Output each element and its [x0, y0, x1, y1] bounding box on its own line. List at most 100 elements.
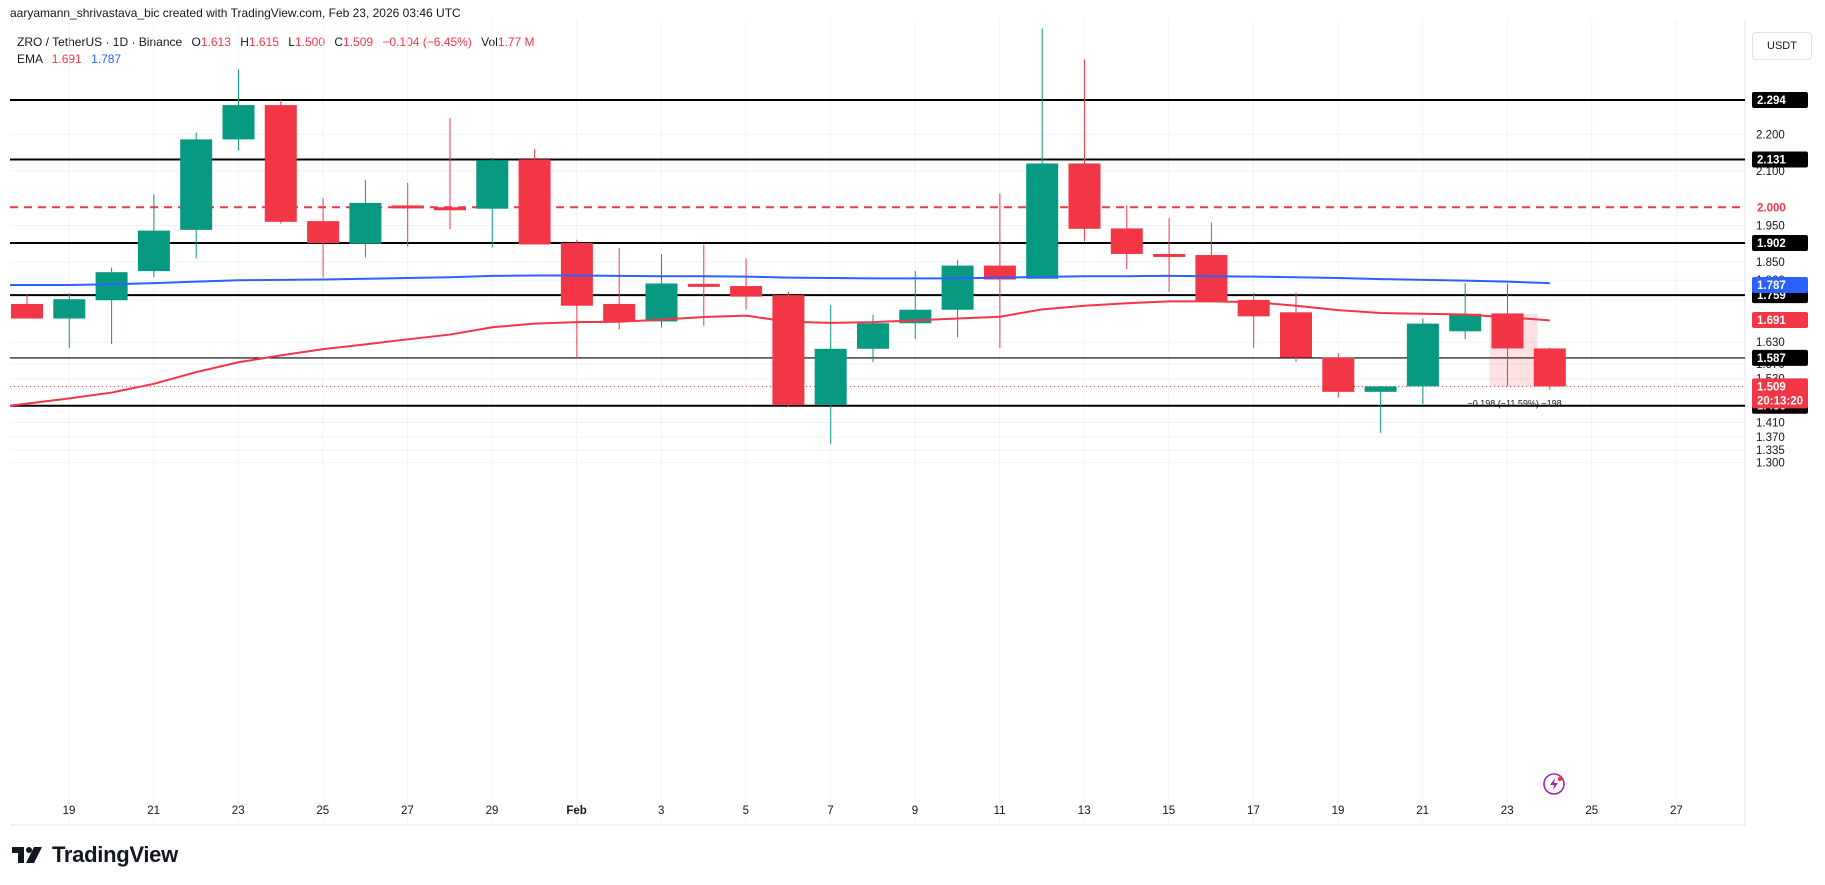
candle-body — [222, 105, 255, 140]
last-price-tag-countdown: 20:13:20 — [1757, 395, 1803, 407]
candle-body — [560, 243, 593, 306]
candle — [53, 292, 86, 349]
candle-body — [349, 202, 382, 244]
time-tick-label: 3 — [658, 805, 664, 817]
candle-body — [1237, 299, 1270, 317]
ema-lines — [9, 274, 1550, 407]
volume-value: 1.77 M — [497, 35, 535, 49]
time-tick-label: 19 — [1332, 805, 1345, 817]
ema-slow-tag: 1.787 — [1752, 276, 1808, 293]
candle — [11, 294, 43, 319]
time-tick-label: 25 — [316, 805, 329, 817]
high-value: 1.615 — [248, 35, 279, 49]
candle-body — [53, 299, 86, 319]
candle-body — [180, 139, 213, 230]
level-tag: 2.000 — [1752, 199, 1808, 216]
candle — [476, 158, 509, 248]
lightning-alert-icon[interactable] — [1543, 773, 1565, 795]
candle — [95, 267, 128, 345]
candle — [857, 314, 889, 363]
candle-body — [814, 348, 847, 405]
price-tick-label: 2.200 — [1756, 129, 1785, 141]
time-tick-label: 23 — [1501, 805, 1514, 817]
candle — [1533, 347, 1566, 390]
candle-body — [1068, 163, 1101, 229]
time-tick-label: 25 — [1585, 805, 1598, 817]
candle — [391, 182, 424, 247]
candle — [1280, 292, 1312, 362]
candle-body — [645, 283, 678, 322]
open-label: O — [191, 35, 201, 49]
volume-label: Vol — [481, 35, 498, 49]
candle-body — [307, 221, 340, 244]
candle-body — [1026, 163, 1059, 279]
ema-slow-tag-text: 1.787 — [1757, 280, 1786, 292]
legend-ema-row[interactable]: EMA 1.691 1.787 — [17, 51, 535, 68]
change-value: −0.104 (−6.45%) — [382, 35, 472, 49]
level-tag-bg — [1752, 349, 1808, 366]
ema-fast-tag-bg — [1752, 311, 1808, 328]
candle — [1026, 28, 1059, 279]
ema-slow-value: 1.787 — [91, 52, 122, 66]
open-value: 1.613 — [200, 35, 231, 49]
candle — [941, 260, 974, 338]
candle-body — [11, 303, 43, 319]
time-tick-label: 5 — [743, 805, 749, 817]
last-price-tag-text: 1.509 — [1757, 381, 1786, 393]
level-tag: 2.294 — [1752, 92, 1808, 108]
ema-slow-tag-bg — [1752, 276, 1808, 293]
symbol-name[interactable]: ZRO / TetherUS · 1D · Binance — [17, 35, 183, 49]
candle-body — [1153, 253, 1186, 257]
ema-fast-tag: 1.691 — [1752, 311, 1808, 328]
level-tag-text: 2.294 — [1757, 95, 1786, 107]
time-tick-label: 27 — [401, 805, 414, 817]
candle — [1153, 218, 1186, 292]
candle — [1406, 318, 1439, 405]
measure-label: −0.198 (−11.59%) −198 — [1468, 398, 1562, 408]
candle — [645, 254, 678, 328]
candle — [1068, 59, 1101, 242]
price-tick-label: 1.850 — [1756, 257, 1785, 269]
legend-ohlc-row: ZRO / TetherUS · 1D · Binance O1.613 H1.… — [17, 34, 535, 51]
candle-body — [730, 286, 763, 297]
candle — [603, 247, 636, 330]
candle — [264, 99, 297, 224]
chart-grid — [10, 20, 1746, 826]
last-price-tag: 1.509 20:13:20 — [1752, 378, 1808, 409]
candle — [560, 239, 593, 359]
price-tick-label: 2.100 — [1756, 166, 1785, 178]
candle — [1322, 353, 1355, 398]
candle-body — [983, 265, 1016, 280]
level-tag-bg — [1752, 235, 1808, 252]
price-tick-label: 1.410 — [1756, 417, 1785, 429]
time-tick-label: 17 — [1247, 805, 1260, 817]
level-tag-text: 1.759 — [1757, 290, 1786, 302]
measure-box — [1489, 314, 1538, 387]
candle — [983, 193, 1016, 348]
candle-body — [1195, 255, 1228, 302]
candle — [1449, 283, 1482, 340]
horizontal-levels — [10, 99, 1745, 407]
level-tag-text: 1.587 — [1757, 353, 1786, 365]
candle-body — [518, 159, 551, 245]
ema-fast-tag-text: 1.691 — [1757, 315, 1786, 327]
candlestick-chart[interactable]: −0.198 (−11.59%) −198 2.200 2.100 1.950 1.8… — [0, 0, 1825, 835]
candle-body — [1533, 348, 1566, 387]
candle — [1110, 205, 1143, 270]
time-tick-label: 13 — [1078, 805, 1091, 817]
level-tag: 1.587 — [1752, 349, 1808, 366]
level-tag-text: 2.000 — [1757, 202, 1786, 214]
low-value: 1.500 — [294, 35, 325, 49]
candle-body — [434, 207, 466, 211]
low-label: L — [288, 35, 295, 49]
candle — [687, 244, 720, 326]
candle-body — [941, 265, 974, 310]
level-tag: 1.902 — [1752, 235, 1808, 252]
currency-button[interactable]: USDT — [1752, 32, 1812, 60]
ema-fast-line — [9, 300, 1550, 407]
candle-body — [137, 230, 170, 272]
ema-fast-value: 1.691 — [51, 52, 82, 66]
candle — [899, 271, 932, 340]
level-tag-bg — [1752, 151, 1808, 168]
candles — [11, 28, 1566, 445]
